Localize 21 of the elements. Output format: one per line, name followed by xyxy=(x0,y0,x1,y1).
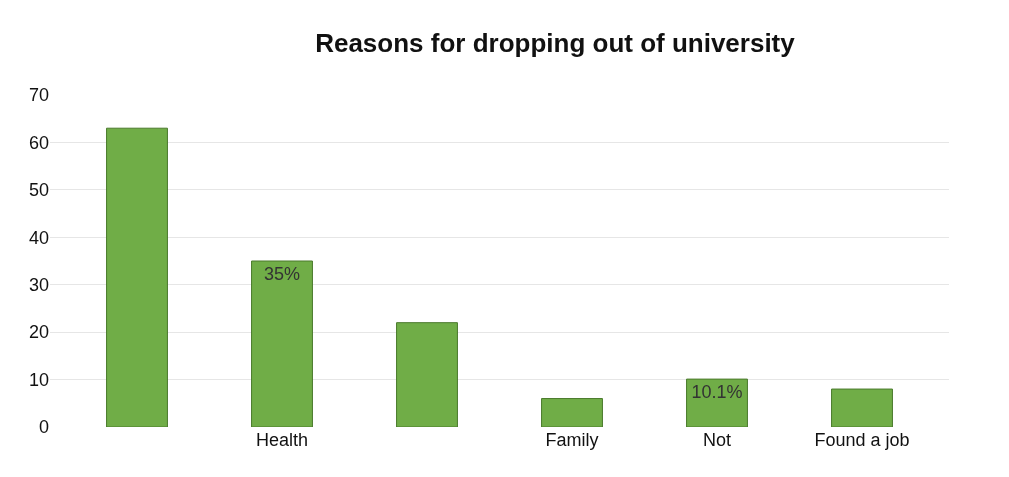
x-tick-label: Health xyxy=(255,430,309,450)
bar xyxy=(106,127,168,427)
y-tick-label: 60 xyxy=(28,132,49,153)
y-tick-label: 20 xyxy=(28,322,49,343)
bar xyxy=(251,260,313,427)
y-tick-label: 10 xyxy=(28,369,49,390)
y-tick-label: 0 xyxy=(38,417,49,438)
chart-title: Reasons for dropping out of university xyxy=(315,27,796,58)
bar xyxy=(396,322,458,427)
bar xyxy=(686,378,748,427)
bar xyxy=(831,388,893,427)
x-tick-label: Found a job xyxy=(814,430,910,450)
y-tick-label: 50 xyxy=(28,180,49,201)
y-tick-label: 70 xyxy=(28,85,49,106)
bar xyxy=(541,398,603,427)
data-label: 10.1% xyxy=(691,382,743,403)
y-tick-label: 40 xyxy=(28,227,49,248)
x-tick-label: Family xyxy=(545,430,599,450)
x-tick-label: Not xyxy=(702,430,732,450)
data-label: 35% xyxy=(263,264,301,284)
y-tick-label: 30 xyxy=(28,275,49,296)
